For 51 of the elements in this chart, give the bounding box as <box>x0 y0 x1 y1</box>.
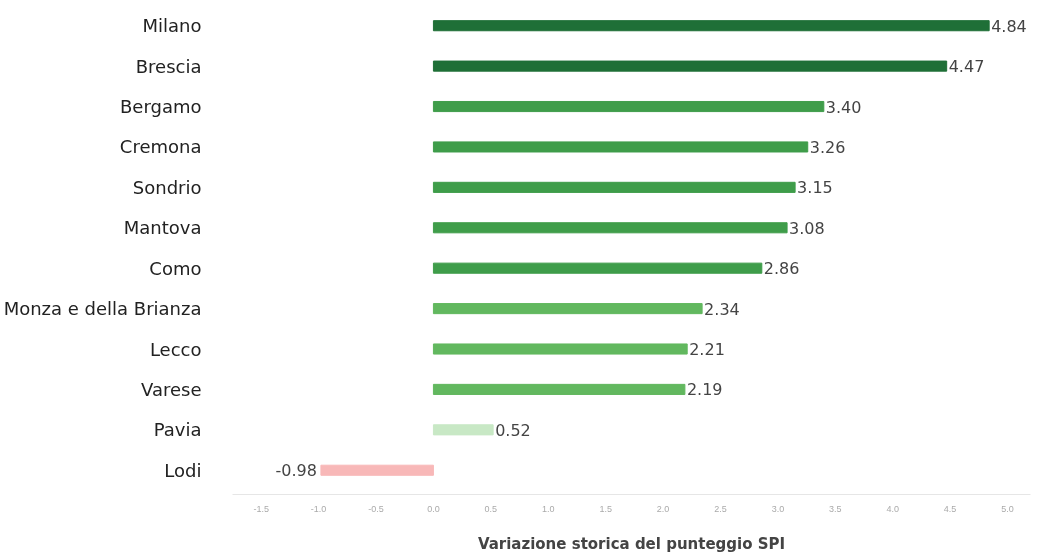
y-tick-label: Milano <box>142 15 202 37</box>
y-tick-label: Mantova <box>123 217 202 239</box>
bar <box>432 383 686 395</box>
data-label: 2.34 <box>704 299 740 319</box>
y-tick-label: Monza e della Brianza <box>3 298 202 320</box>
data-label: 2.86 <box>763 259 800 279</box>
bar <box>432 181 796 193</box>
y-tick-label: Cremona <box>119 136 202 158</box>
x-tick-label: 2.5 <box>714 503 727 514</box>
bar <box>432 100 825 113</box>
data-label: 3.15 <box>797 178 833 198</box>
x-tick-label: 3.5 <box>829 503 842 514</box>
data-label: 3.26 <box>809 137 846 157</box>
x-axis-title: Variazione storica del punteggio SPI <box>477 534 786 553</box>
x-tick-label: -1.0 <box>310 503 327 514</box>
data-label: 3.08 <box>789 218 825 238</box>
bar <box>432 262 763 274</box>
x-tick-label: 3.0 <box>771 503 785 514</box>
x-tick-label: 2.0 <box>656 503 670 514</box>
y-tick-label: Lodi <box>164 459 202 481</box>
x-tick-label: -1.5 <box>253 503 269 514</box>
y-tick-label: Varese <box>141 378 202 400</box>
data-label: 0.52 <box>495 420 531 440</box>
data-label: 4.47 <box>948 57 985 77</box>
bar <box>432 141 809 153</box>
bar <box>432 60 948 72</box>
bar <box>432 20 990 32</box>
bar <box>320 464 434 476</box>
data-label: 4.84 <box>991 16 1027 36</box>
data-label: 2.19 <box>686 380 723 400</box>
bar <box>432 303 703 315</box>
data-label: 2.21 <box>689 340 725 360</box>
x-tick-label: 4.0 <box>886 503 899 514</box>
data-label: 3.40 <box>825 97 862 117</box>
x-tick-label: -0.5 <box>368 503 384 514</box>
y-tick-label: Pavia <box>153 419 202 441</box>
y-tick-label: Lecco <box>149 338 202 360</box>
y-tick-label: Bergamo <box>119 96 202 118</box>
x-tick-label: 1.0 <box>542 503 555 514</box>
x-tick-label: 1.5 <box>599 503 612 514</box>
bar <box>432 222 788 234</box>
y-tick-label: Sondrio <box>132 176 202 198</box>
y-tick-label: Como <box>149 257 202 279</box>
bar <box>432 343 688 355</box>
data-label: -0.98 <box>275 461 317 481</box>
x-tick-label: 4.5 <box>943 503 957 514</box>
x-tick-label: 0.0 <box>427 503 440 514</box>
x-tick-label: 5.0 <box>1001 503 1014 514</box>
y-tick-label: Brescia <box>135 55 202 77</box>
x-tick-label: 0.5 <box>484 503 498 514</box>
bar <box>432 424 494 436</box>
